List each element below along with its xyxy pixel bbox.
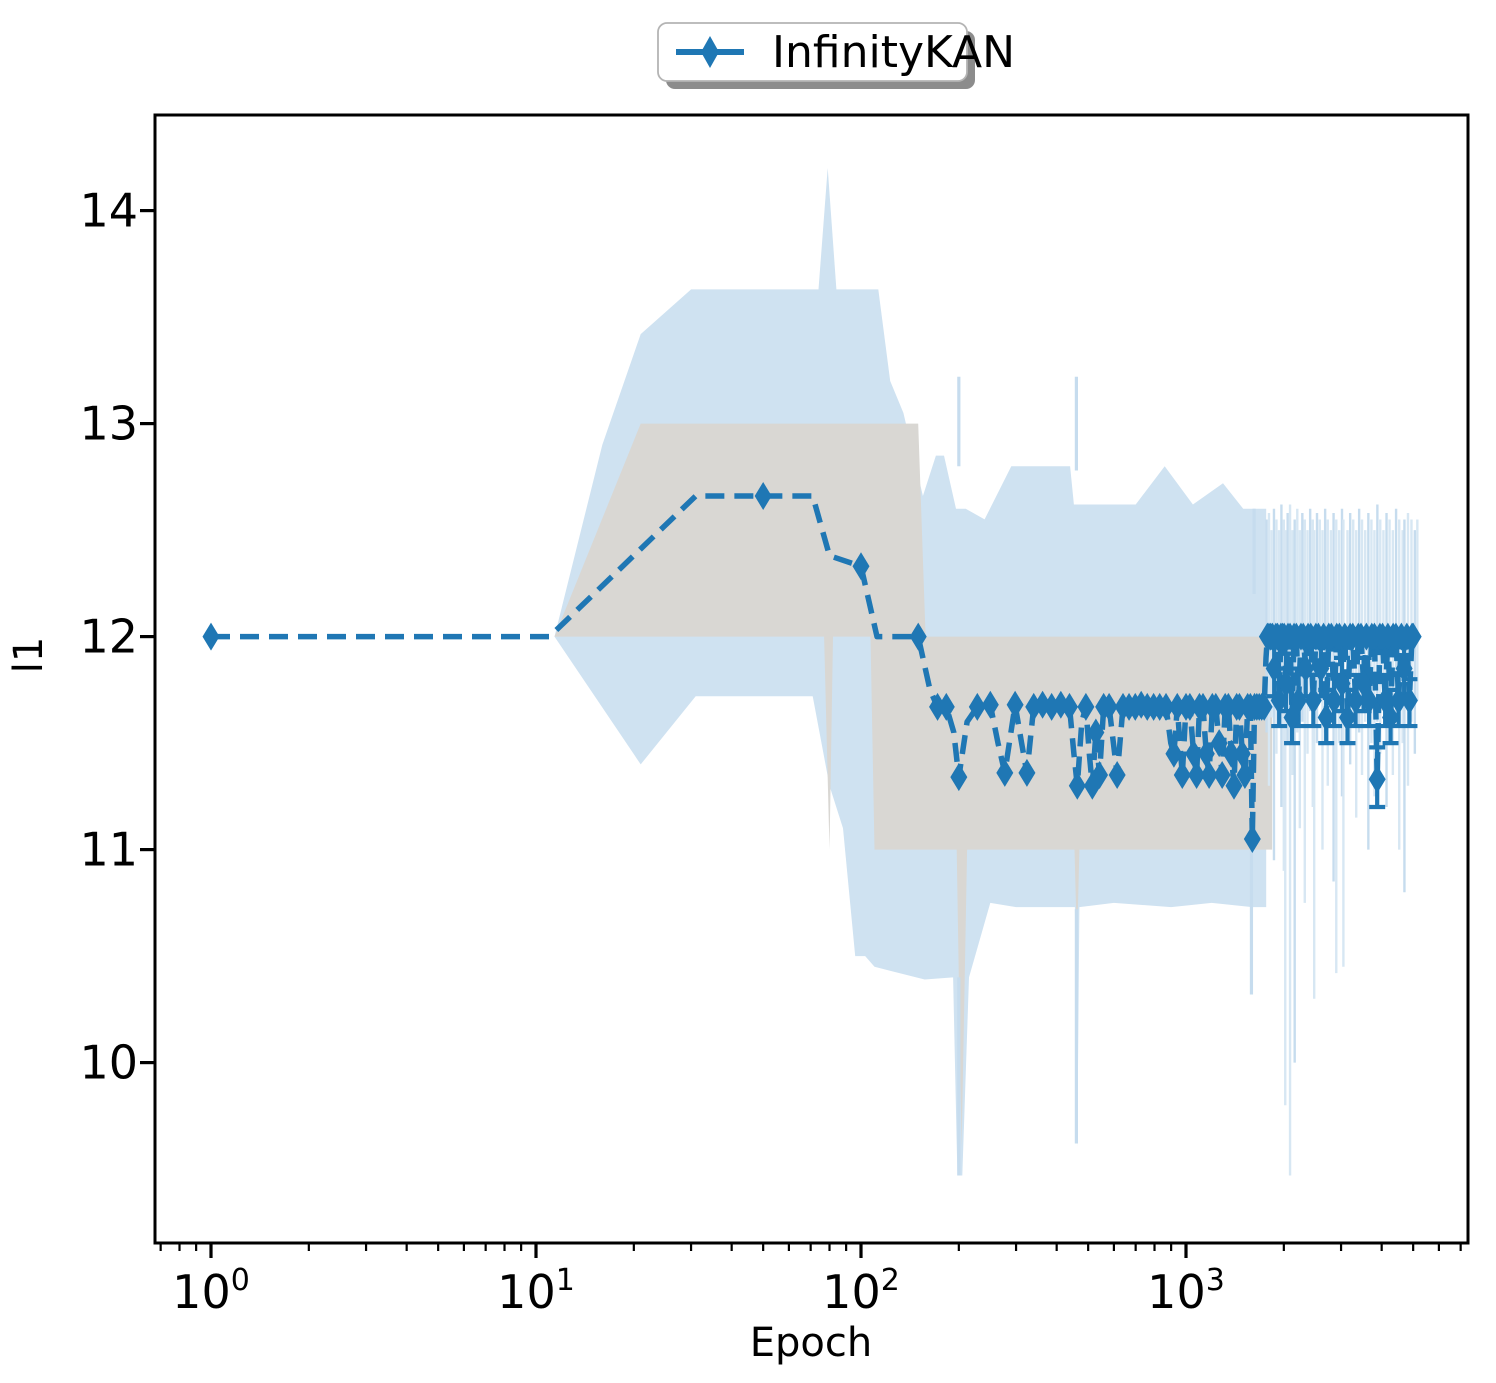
- svg-text:100: 100: [172, 1263, 250, 1319]
- legend-label: InfinityKAN: [772, 27, 1015, 78]
- legend-box: [657, 22, 968, 82]
- confidence-bands: [554, 168, 1273, 1176]
- y-axis-label: l1: [6, 637, 52, 674]
- x-axis-label: Epoch: [750, 1320, 872, 1366]
- axis-ticks: [140, 209, 1462, 1258]
- svg-text:11: 11: [79, 823, 138, 877]
- legend-diamond-marker: [701, 36, 719, 68]
- svg-text:12: 12: [79, 610, 138, 664]
- svg-text:13: 13: [79, 397, 138, 451]
- legend: InfinityKAN: [657, 22, 1015, 89]
- svg-text:10: 10: [79, 1036, 138, 1090]
- svg-text:101: 101: [497, 1263, 575, 1319]
- svg-text:14: 14: [79, 184, 138, 238]
- svg-text:103: 103: [1147, 1263, 1225, 1319]
- axis-tick-labels: 100 101 102 103 14 13 12 11 10: [79, 184, 1224, 1319]
- svg-text:102: 102: [822, 1263, 900, 1319]
